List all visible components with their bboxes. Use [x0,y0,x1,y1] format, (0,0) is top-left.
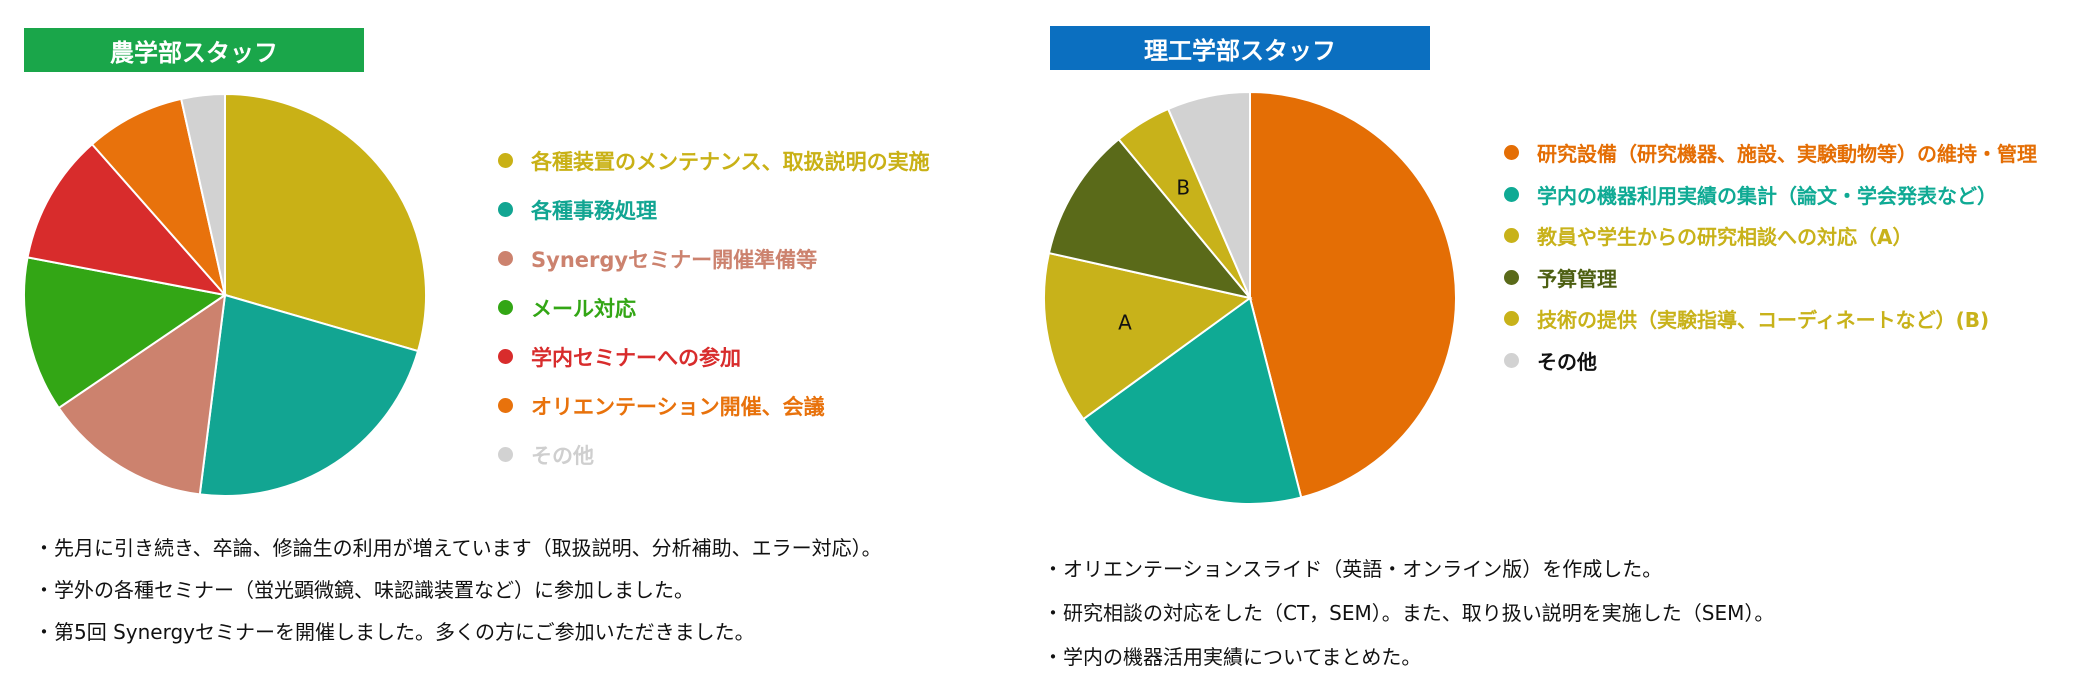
sci-eng-slice-1 [1249,90,1457,499]
sci-eng-legend-item: 研究設備（研究機器、施設、実験動物等）の維持・管理 [1504,132,2037,174]
agri-legend-label: オリエンテーション開催、会議 [531,394,825,419]
legend-marker-icon [1504,352,1519,368]
sci-eng-slice-4 [1047,137,1253,300]
legend-marker-icon [498,398,513,413]
agri-legend-label: 各種事務処理 [531,198,657,223]
sci-eng-slice-label: A [1118,310,1132,334]
agri-note: ・先月に引き続き、卒論、修論生の利用が増えています（取扱説明、分析補助、エラー対… [34,536,882,560]
sci-eng-staff-title: 理工学部スタッフ [1050,26,1430,70]
legend-marker-icon [1504,145,1519,161]
agri-legend-item: メール対応 [498,283,930,332]
sci-eng-slice-3 [1043,251,1253,421]
agri-note: ・学外の各種セミナー（蛍光顕微鏡、味認識装置など）に参加しました。 [34,578,694,602]
legend-marker-icon [498,153,513,168]
sci-eng-notes: ・オリエンテーションスライド（英語・オンライン版）を作成した。 ・研究相談の対応… [1043,553,1774,685]
agri-legend-label: その他 [531,443,594,468]
sci-eng-legend-item: 学内の機器利用実績の集計（論文・学会発表など） [1504,174,2037,216]
agri-pie-chart [23,92,427,497]
agri-legend-item: 学内セミナーへの参加 [498,332,930,381]
sci-eng-note: ・オリエンテーションスライド（英語・オンライン版）を作成した。 [1043,557,1663,581]
sci-eng-legend-item: 教員や学生からの研究相談への対応（A） [1504,215,2037,257]
agri-notes: ・先月に引き続き、卒論、修論生の利用が増えています（取扱説明、分析補助、エラー対… [34,532,882,658]
agri-legend-label: メール対応 [531,296,636,321]
legend-marker-icon [498,300,513,315]
sci-eng-slice-6 [1166,90,1251,299]
sci-eng-legend-label: その他 [1537,349,1597,374]
agri-legend-item: オリエンテーション開催、会議 [498,381,930,430]
legend-marker-icon [1504,311,1519,327]
agri-staff-panel: 農学部スタッフ 各種装置のメンテナンス、取扱説明の実施 各種事務処理 Synergy… [0,0,1040,700]
sci-eng-slice-2 [1081,296,1303,505]
agri-legend-item: その他 [498,430,930,479]
agri-staff-title: 農学部スタッフ [24,28,364,72]
agri-legend-label: 学内セミナーへの参加 [531,345,741,370]
legend-marker-icon [1504,186,1519,202]
legend-marker-icon [1504,269,1519,285]
agri-slice-7 [179,92,226,296]
sci-eng-legend: 研究設備（研究機器、施設、実験動物等）の維持・管理 学内の機器利用実績の集計（論文… [1504,132,2037,381]
agri-legend-item: Synergyセミナー開催準備等 [498,234,930,283]
sci-eng-slice-label: B [1176,176,1190,200]
legend-marker-icon [498,251,513,266]
sci-eng-legend-item: その他 [1504,340,2037,382]
sci-eng-pie-chart: AB [1043,90,1457,505]
sci-eng-note: ・研究相談の対応をした（CT，SEM）。また、取り扱い説明を実施した（SEM）。 [1043,601,1775,625]
sci-eng-note: ・学内の機器活用実績についてまとめた。 [1043,645,1422,669]
legend-marker-icon [498,349,513,364]
sci-eng-legend-item: 予算管理 [1504,257,2037,299]
sci-eng-legend-item: 技術の提供（実験指導、コーディネートなど）(B) [1504,298,2037,340]
agri-legend: 各種装置のメンテナンス、取扱説明の実施 各種事務処理 Synergyセミナー開催準備… [498,136,930,479]
agri-slice-1 [224,92,427,353]
agri-legend-item: 各種装置のメンテナンス、取扱説明の実施 [498,136,930,185]
agri-note: ・第5回 Synergyセミナーを開催しました。多くの方にご参加いただきました。 [34,620,755,644]
legend-marker-icon [1504,228,1519,244]
agri-legend-label: Synergyセミナー開催準備等 [531,247,818,272]
sci-eng-legend-label: 教員や学生からの研究相談への対応（A） [1537,225,1913,250]
agri-slice-3 [57,292,227,496]
agri-slice-5 [26,142,228,297]
sci-eng-legend-label: 技術の提供（実験指導、コーディネートなど）(B) [1537,308,1990,333]
agri-slice-2 [198,293,420,497]
sci-eng-legend-label: 学内の機器利用実績の集計（論文・学会発表など） [1537,183,1997,208]
agri-legend-item: 各種事務処理 [498,185,930,234]
agri-slice-4 [23,256,228,410]
sci-eng-legend-label: 研究設備（研究機器、施設、実験動物等）の維持・管理 [1537,142,2037,167]
legend-marker-icon [498,447,513,462]
legend-marker-icon [498,202,513,217]
agri-legend-label: 各種装置のメンテナンス、取扱説明の実施 [531,149,930,174]
sci-eng-legend-label: 予算管理 [1537,266,1617,291]
